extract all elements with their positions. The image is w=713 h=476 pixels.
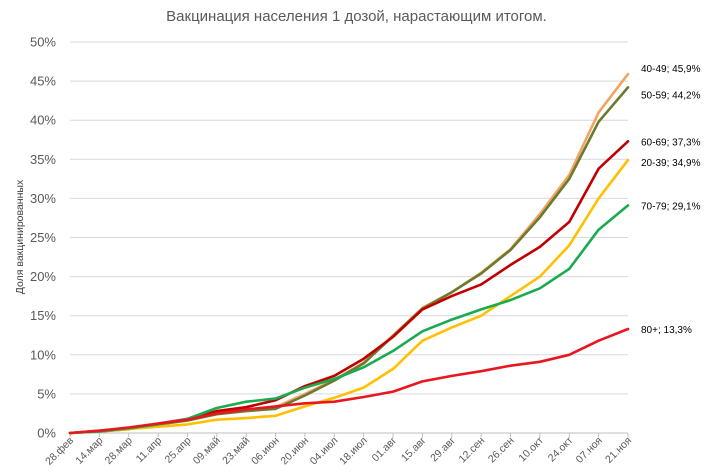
x-tick-label: 01.авг: [370, 435, 400, 465]
x-tick-label: 29.авг: [428, 435, 458, 465]
x-axis-ticks: 28.фев14.мар28.мар11.апр25.апр09.май23.м…: [43, 433, 634, 468]
series-end-labels: 40-49; 45,9% 50-59; 44,2% 60-69; 37,3% 20-3…: [641, 64, 701, 336]
x-tick-label: 10.окт: [516, 435, 546, 465]
series-line-80+: [68, 327, 630, 435]
chart-title: Вакцинация населения 1 дозой, нарастающи…: [166, 8, 547, 25]
end-label-60-69: 60-69; 37,3%: [641, 137, 701, 148]
x-tick-label: 09.май: [191, 435, 223, 467]
y-axis-label: Доля вакцинированных: [14, 179, 26, 294]
series-lines: [68, 72, 630, 435]
y-tick-label: 35%: [30, 152, 56, 167]
x-tick-label: 11.апр: [134, 435, 165, 466]
x-tick-label: 23.май: [220, 435, 252, 467]
y-tick-label: 45%: [30, 74, 56, 89]
x-tick-label: 25.апр: [163, 435, 194, 466]
x-tick-label: 15.авг: [399, 435, 429, 465]
x-tick-label: 26.сен: [486, 435, 517, 466]
y-tick-label: 40%: [30, 113, 56, 128]
y-tick-label: 20%: [30, 269, 56, 284]
y-tick-label: 0%: [37, 426, 56, 441]
y-tick-label: 5%: [37, 386, 56, 401]
y-axis-ticks: 0% 5% 10% 15% 20% 25% 30% 35% 40% 45% 50%: [30, 35, 56, 441]
end-label-40-49: 40-49; 45,9%: [641, 64, 701, 75]
x-tick-label: 06.июн: [249, 434, 282, 467]
x-tick-label: 12.сен: [457, 435, 488, 466]
x-tick-label: 20.июн: [278, 434, 311, 467]
y-tick-label: 50%: [30, 35, 56, 50]
y-tick-label: 15%: [30, 308, 56, 323]
end-label-50-59: 50-59; 44,2%: [641, 90, 701, 101]
x-tick-label: 07.ноя: [574, 435, 605, 466]
gridlines: [70, 41, 628, 434]
x-tick-label: 18.июл: [337, 435, 370, 468]
series-line-40-49: [68, 72, 630, 435]
x-tick-label: 04.июл: [308, 435, 341, 468]
x-tick-label: 24.окт: [546, 435, 576, 465]
end-label-20-39: 20-39; 34,9%: [641, 158, 701, 169]
series-line-60-69: [68, 140, 630, 435]
end-label-70-79: 70-79; 29,1%: [641, 201, 701, 212]
y-tick-label: 10%: [30, 347, 56, 362]
end-label-80+: 80+; 13,3%: [641, 325, 692, 336]
series-line-20-39: [68, 158, 630, 435]
series-line-50-59: [68, 86, 630, 435]
y-tick-label: 25%: [30, 230, 56, 245]
x-tick-label: 28.мар: [103, 435, 135, 467]
y-tick-label: 30%: [30, 191, 56, 206]
x-tick-label: 21.ноя: [603, 435, 634, 466]
x-tick-label: 14.мар: [73, 435, 105, 467]
